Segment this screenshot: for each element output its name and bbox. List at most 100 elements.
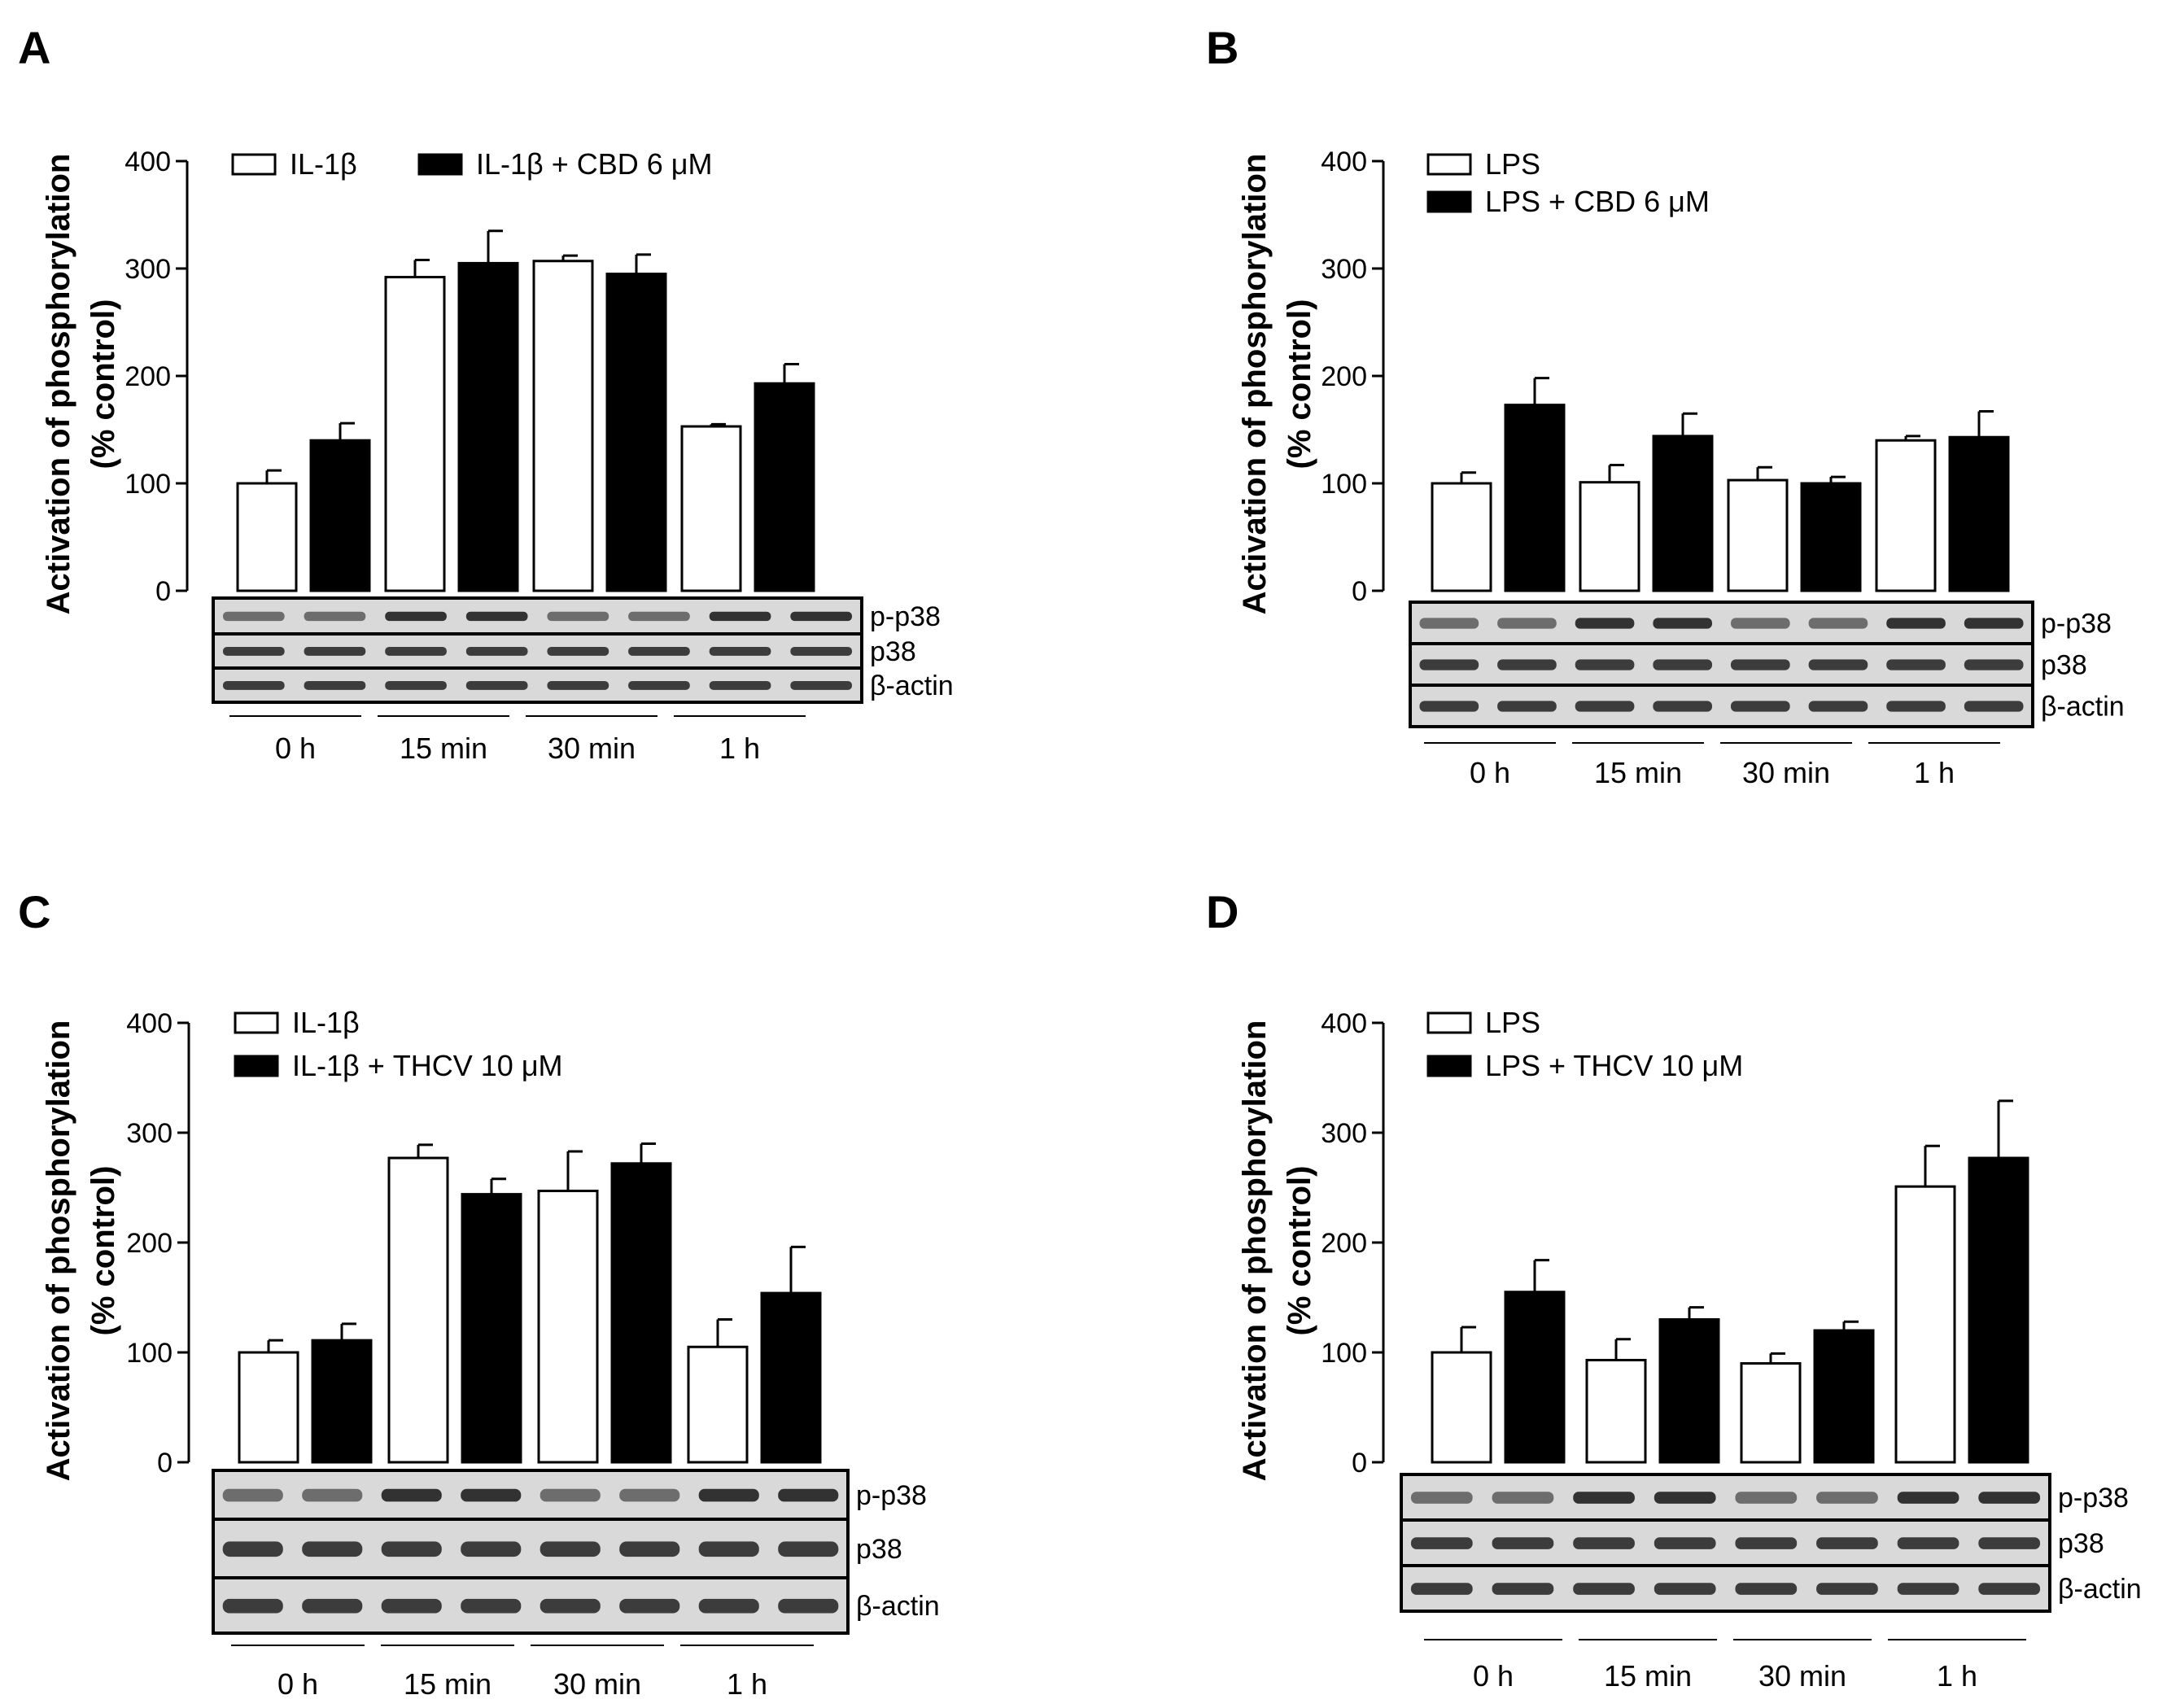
panel-a-blot-band	[628, 646, 690, 656]
panel-d-blot-band	[1654, 1583, 1716, 1595]
panel-d-category-label: 1 h	[1937, 1659, 1977, 1693]
panel-b-legend-label: LPS + CBD 6 μM	[1485, 185, 1710, 218]
panel-d-blot-band	[1897, 1537, 1959, 1549]
panel-b-blot-label: p-p38	[2041, 609, 2112, 640]
panel-a-blot-label: β-actin	[870, 671, 954, 701]
panel-b-blot-band	[1575, 701, 1635, 712]
panel-c-blot-band	[302, 1488, 363, 1502]
panel-b-bar-control	[1579, 481, 1640, 592]
panel-d-blot-band	[1573, 1583, 1635, 1595]
panel-d-category-label: 0 h	[1473, 1659, 1514, 1693]
panel-d-bar-control	[1585, 1358, 1647, 1464]
panel-c-bar-control	[387, 1156, 449, 1464]
panel-c-blot-band	[381, 1541, 442, 1557]
panel-d-blot-band	[1492, 1537, 1554, 1549]
panel-c-blot-band	[778, 1488, 839, 1502]
panel-b-blot-band	[1497, 659, 1557, 671]
panel-b-blot-band	[1419, 659, 1479, 671]
panel-b-blot-band	[1497, 618, 1557, 629]
panel-c-blot-label: p-p38	[856, 1480, 927, 1511]
panel-a-letter: A	[18, 22, 50, 73]
panel-d-blot-label: p38	[2058, 1528, 2104, 1559]
panel-a-blot-band	[709, 611, 771, 622]
panel-b-blot-band	[1653, 659, 1713, 671]
panel-a-ytick-label: 300	[125, 254, 171, 285]
panel-d-blot-band	[1654, 1537, 1716, 1549]
panel-b-blot-band	[1808, 659, 1868, 671]
panel-a-bar-treated	[309, 439, 371, 592]
panel-a-blot-band	[385, 611, 447, 622]
panel-d-blot-label: β-actin	[2058, 1574, 2142, 1605]
panel-c-blot-label: β-actin	[856, 1591, 940, 1622]
panel-a-ytick-label: 100	[125, 469, 171, 500]
panel-d-blot-band	[1492, 1583, 1554, 1595]
panel-d-blot-band	[1978, 1583, 2041, 1595]
panel-d-blot-band	[1573, 1492, 1635, 1504]
panel-b-blot-band	[1730, 659, 1790, 671]
panel-b-blot-band	[1575, 659, 1635, 671]
panel-d-blot-band	[1492, 1492, 1554, 1504]
panel-c-blot-band	[381, 1488, 442, 1502]
panel-a-category-label: 1 h	[719, 732, 760, 765]
panel-a-blot-label: p-p38	[870, 601, 941, 632]
panel-b-blot-band	[1886, 618, 1946, 629]
panel-a-blot-band	[790, 646, 853, 656]
panel-c-blot-band	[302, 1598, 363, 1614]
panel-d-blot-band	[1654, 1492, 1716, 1504]
panel-c-ytick-label: 400	[126, 1008, 173, 1039]
panel-a-blot-band	[790, 680, 853, 690]
panel-c-bar-treated	[461, 1193, 522, 1464]
panel-b-blot-band	[1886, 701, 1946, 712]
panel-b-bar-treated	[1800, 482, 1862, 592]
panel-c-ytick-label: 0	[157, 1448, 173, 1479]
panel-b-blot-band	[1419, 701, 1479, 712]
panel-d-blot-band	[1816, 1492, 1878, 1504]
panel-d-ylabel-line1: Activation of phosphorylation	[1237, 1020, 1273, 1482]
panel-b-blot-band	[1653, 701, 1713, 712]
panel-d-blot-band	[1573, 1537, 1635, 1549]
panel-a-ylabel-line1: Activation of phosphorylation	[41, 154, 76, 615]
panel-a-ytick-label: 400	[125, 146, 171, 177]
panel-c-legend-label: IL-1β + THCV 10 μM	[292, 1049, 563, 1082]
panel-a-bar-treated	[605, 273, 667, 592]
panel-a-blot-band	[709, 680, 771, 690]
panel-b-bar-treated	[1948, 435, 2010, 592]
panel-c-blot-band	[222, 1541, 283, 1557]
panel-a: A Activation of phosphorylation (% control…	[18, 22, 954, 765]
panel-c: C Activation of phosphorylation (% control…	[18, 886, 940, 1701]
panel-d-legend-label: LPS	[1485, 1006, 1540, 1039]
panel-a-legend-label: IL-1β	[290, 147, 357, 181]
panel-d: D Activation of phosphorylation (% control…	[1206, 886, 2142, 1693]
panel-d-ytick-label: 300	[1321, 1118, 1367, 1149]
panel-c-category-label: 30 min	[553, 1667, 641, 1701]
panel-b-blot-band	[1730, 701, 1790, 712]
panel-d-ytick-label: 400	[1321, 1008, 1367, 1039]
panel-a-blot-band	[222, 680, 285, 690]
panel-d-legend-label: LPS + THCV 10 μM	[1485, 1049, 1743, 1082]
panel-a-blot-band	[304, 646, 366, 656]
panel-b-category-label: 30 min	[1742, 756, 1830, 789]
panel-b-ytick-label: 100	[1321, 469, 1367, 500]
panel-b-ylabel-line2: (% control)	[1282, 299, 1317, 470]
panel-a-blot-band	[628, 611, 690, 622]
panel-b-blot-label: p38	[2041, 650, 2087, 681]
panel-a-blot-band	[385, 646, 447, 656]
panel-a-legend-label: IL-1β + CBD 6 μM	[476, 147, 713, 181]
panel-b-blot-band	[1964, 659, 2024, 671]
panel-b-ytick-label: 300	[1321, 254, 1367, 285]
panel-b-legend-label: LPS	[1485, 147, 1540, 181]
panel-d-ytick-label: 200	[1321, 1228, 1367, 1259]
panel-a-bar-control	[680, 425, 742, 592]
panel-b-ylabel-line1: Activation of phosphorylation	[1237, 154, 1273, 615]
panel-b-ytick-label: 200	[1321, 361, 1367, 392]
panel-d-blot-band	[1410, 1537, 1473, 1549]
panel-a-blot-band	[304, 680, 366, 690]
panel-b-letter: B	[1206, 22, 1239, 73]
panel-d-category-label: 30 min	[1758, 1659, 1846, 1693]
panel-b-blot-band	[1730, 618, 1790, 629]
panel-c-category-label: 15 min	[404, 1667, 491, 1701]
panel-b-category-label: 0 h	[1470, 756, 1510, 789]
panel-d-blot-band	[1735, 1492, 1798, 1504]
panel-b: B Activation of phosphorylation (% control…	[1206, 22, 2125, 789]
panel-c-bar-treated	[311, 1339, 373, 1464]
